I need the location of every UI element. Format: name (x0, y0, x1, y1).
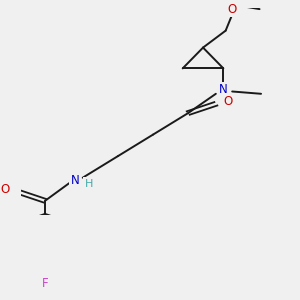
Text: N: N (219, 83, 228, 96)
Text: O: O (224, 95, 233, 108)
Text: O: O (0, 183, 10, 196)
Text: N: N (71, 173, 80, 187)
Text: F: F (42, 277, 48, 290)
Text: H: H (85, 179, 93, 189)
Text: O: O (227, 3, 236, 16)
